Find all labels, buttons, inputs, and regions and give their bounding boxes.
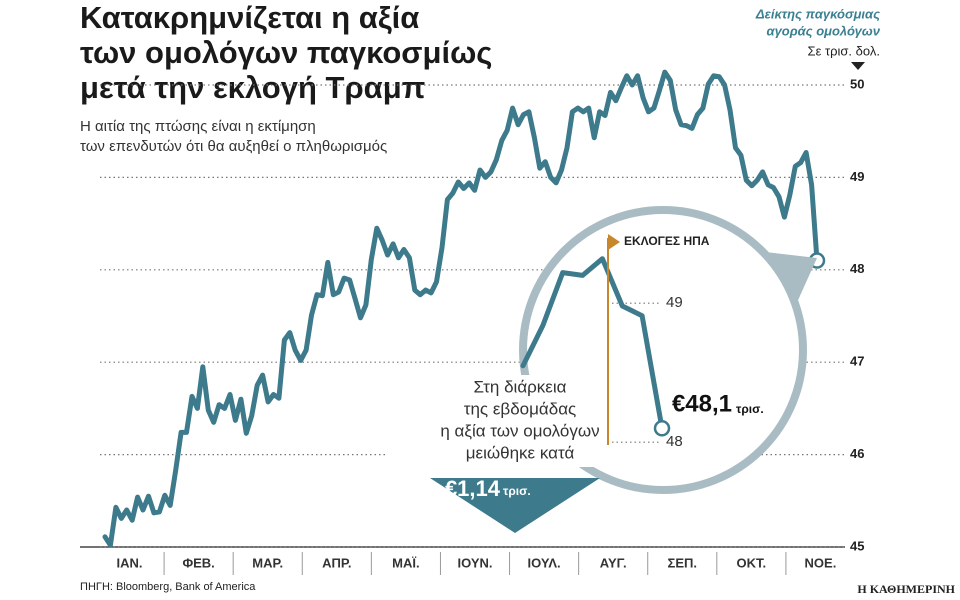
x-tick-label: ΦΕΒ. — [182, 555, 214, 570]
x-tick-label: ΑΥΓ. — [600, 555, 627, 570]
y-tick-label: 49 — [850, 169, 864, 184]
y-tick-label: 50 — [850, 76, 864, 91]
event-flag — [608, 234, 620, 250]
axis-pointer — [851, 62, 865, 70]
annotation-line: Στη διάρκεια — [473, 377, 566, 396]
annotation-bg — [385, 375, 600, 467]
x-tick-label: ΜΑΪ. — [392, 555, 419, 570]
y-tick-label: 48 — [850, 261, 864, 276]
annotation-line: μειώθηκε κατά — [466, 443, 575, 462]
axis-title: Δείκτης παγκόσμιας — [755, 6, 880, 21]
last-unit: τρισ. — [736, 402, 764, 416]
x-tick-label: ΙΟΥΛ. — [528, 555, 561, 570]
x-tick-label: ΙΑΝ. — [117, 555, 143, 570]
y-tick-label: 46 — [850, 446, 864, 461]
x-tick-label: ΑΠΡ. — [322, 555, 351, 570]
change-value: €1,14 — [445, 476, 501, 501]
axis-title: αγοράς ομολόγων — [767, 23, 881, 38]
x-tick-label: ΟΚΤ. — [737, 555, 767, 570]
y-tick-label: 47 — [850, 354, 864, 369]
end-marker — [653, 420, 671, 437]
annotation-line: της εβδομάδας — [464, 399, 576, 418]
inset-plot: 48 49 ΕΚΛΟΓΕΣ ΗΠΑ — [520, 234, 710, 450]
axis-unit: Σε τρισ. δολ. — [808, 43, 880, 58]
y-tick-label: 49 — [666, 294, 683, 311]
y-tick-label: 48 — [666, 433, 683, 450]
x-tick-label: ΜΑΡ. — [252, 555, 283, 570]
change-arrow — [430, 478, 600, 533]
x-tick-label: ΝΟΕ. — [805, 555, 837, 570]
event-label: ΕΚΛΟΓΕΣ ΗΠΑ — [624, 234, 710, 248]
title-line: Κατακρημνίζεται η αξία — [80, 0, 419, 35]
publisher: Η ΚΑΘΗΜΕΡΙΝΗ — [857, 582, 955, 596]
last-value: €48,1 — [672, 390, 732, 417]
subtitle-line: Η αιτία της πτώσης είναι η εκτίμηση — [80, 118, 316, 135]
main-plot: 45 46 47 48 49 50 ΙΑΝ. ΦΕΒ. ΜΑΡ. ΑΠΡ. ΜΑΪ. ΙΟΥΝ. ΙΟΥ… — [80, 69, 864, 575]
source: ΠΗΓΗ: Bloomberg, Bank of America — [80, 581, 256, 593]
annotation-line: η αξία των ομολόγων — [440, 421, 599, 440]
subtitle-line: των επενδυτών ότι θα αυξηθεί ο πληθωρισμ… — [80, 138, 387, 155]
data-line — [520, 256, 665, 431]
y-tick-label: 45 — [850, 538, 864, 553]
title-line: μετά την εκλογή Τραμπ — [80, 70, 425, 105]
change-unit: τρισ. — [503, 484, 531, 498]
x-tick-label: ΣΕΠ. — [668, 555, 697, 570]
title-line: των ομολόγων παγκοσμίως — [80, 35, 492, 70]
x-tick-label: ΙΟΥΝ. — [457, 555, 492, 570]
data-line — [102, 69, 820, 548]
